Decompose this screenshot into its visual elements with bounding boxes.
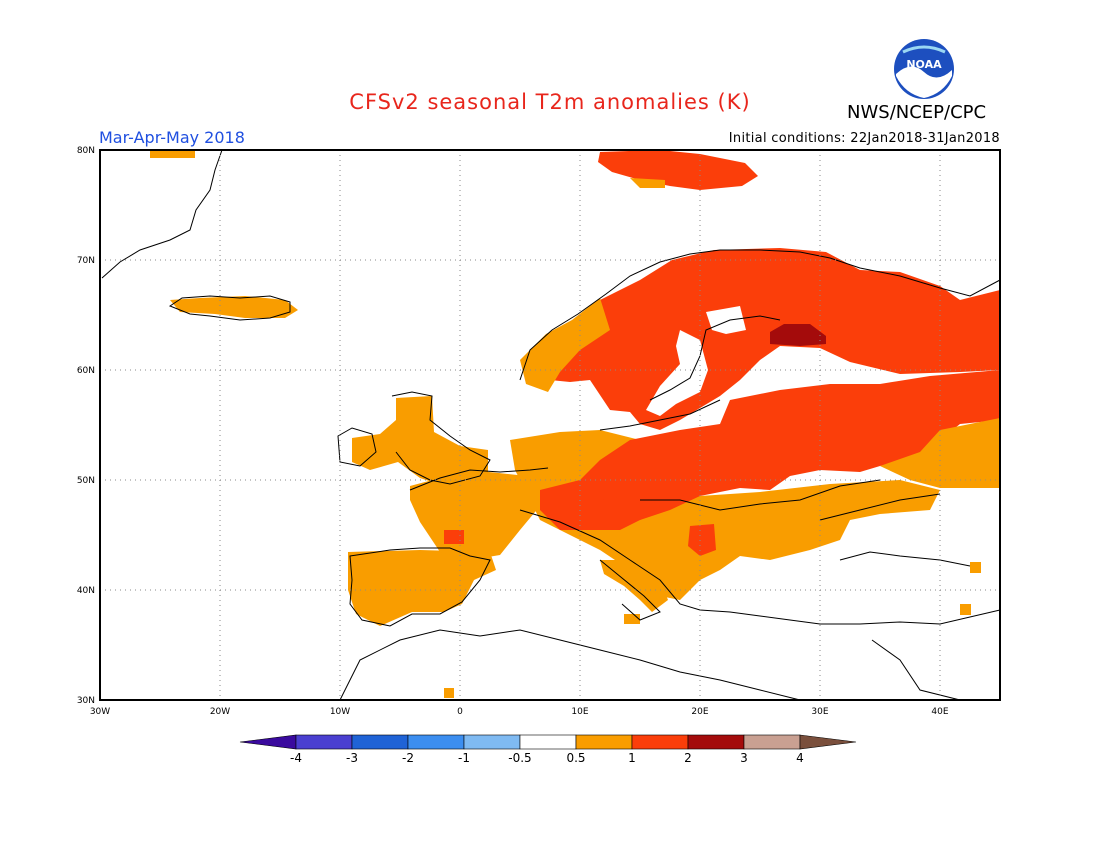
anomaly-region: [970, 562, 981, 573]
colorbar-label: -3: [346, 751, 358, 765]
colorbar-swatch: [295, 734, 353, 750]
colorbar-label: 2: [684, 751, 692, 765]
colorbar-swatch: [463, 734, 521, 750]
season-label: Mar-Apr-May 2018: [99, 128, 245, 147]
colorbar-swatch: [631, 734, 689, 750]
anomaly-region: [598, 150, 758, 190]
colorbar-label: 4: [796, 751, 804, 765]
initial-conditions-label: Initial conditions: 22Jan2018-31Jan2018: [728, 131, 1000, 146]
chart-title: CFSv2 seasonal T2m anomalies (K): [349, 90, 751, 114]
anomaly-region: [630, 178, 665, 188]
anomaly-region: [444, 688, 454, 698]
grid: [100, 150, 1000, 700]
lon-tick-label: 0: [457, 707, 463, 717]
colorbar-label: 1: [628, 751, 636, 765]
lon-tick-label: 10E: [571, 707, 588, 717]
coastlines: [101, 149, 1001, 701]
agency-label: NWS/NCEP/CPC: [847, 102, 987, 123]
lon-tick-label: 10W: [330, 707, 350, 717]
colorbar: -4 -3 -2 -1 -0.5 0.5 1 2 3 4: [239, 734, 857, 765]
lat-tick-label: 50N: [77, 476, 95, 486]
colorbar-label: -0.5: [508, 751, 531, 765]
colorbar-label: -2: [402, 751, 414, 765]
lat-tick-label: 30N: [77, 696, 95, 706]
lon-tick-label: 30E: [811, 707, 828, 717]
anomaly-region: [410, 470, 545, 560]
colorbar-swatch: [575, 734, 633, 750]
colorbar-swatch: [743, 734, 801, 750]
lon-tick-label: 20W: [210, 707, 230, 717]
colorbar-swatch: [687, 734, 745, 750]
lat-tick-label: 40N: [77, 586, 95, 596]
lat-tick-label: 70N: [77, 256, 95, 266]
anomaly-region: [170, 296, 298, 318]
lon-tick-label: 20E: [691, 707, 708, 717]
colorbar-label: 0.5: [566, 751, 585, 765]
anomaly-region: [706, 306, 746, 334]
anomaly-region: [520, 298, 610, 392]
anomaly-region: [352, 396, 488, 488]
colorbar-low-end: [239, 734, 297, 750]
anomaly-region: [444, 530, 464, 544]
svg-text:NOAA: NOAA: [906, 58, 942, 71]
anomaly-region: [770, 324, 826, 346]
anomaly-region: [624, 614, 640, 624]
anomaly-region: [348, 550, 496, 626]
anomaly-cells: [150, 150, 1000, 698]
anomaly-region: [540, 370, 1000, 530]
colorbar-swatch: [519, 734, 577, 750]
noaa-logo-icon: NOAA: [894, 39, 954, 99]
lat-tick-labels: 30N 40N 50N 60N 70N 80N: [77, 146, 95, 706]
lon-tick-labels: 30W 20W 10W 0 10E 20E 30E 40E: [90, 707, 949, 717]
colorbar-label: -4: [290, 751, 302, 765]
anomaly-region: [150, 150, 195, 158]
lon-tick-label: 40E: [931, 707, 948, 717]
anomaly-region: [688, 524, 716, 556]
colorbar-swatch: [407, 734, 465, 750]
colorbar-label: 3: [740, 751, 748, 765]
lon-tick-label: 30W: [90, 707, 110, 717]
colorbar-swatch: [351, 734, 409, 750]
map-frame: [99, 149, 1001, 701]
anomaly-region: [600, 560, 668, 612]
anomaly-region: [960, 604, 971, 615]
colorbar-label: -1: [458, 751, 470, 765]
lat-tick-label: 80N: [77, 146, 95, 156]
lat-tick-label: 60N: [77, 366, 95, 376]
anomaly-region: [880, 418, 1000, 488]
colorbar-high-end: [799, 734, 857, 750]
